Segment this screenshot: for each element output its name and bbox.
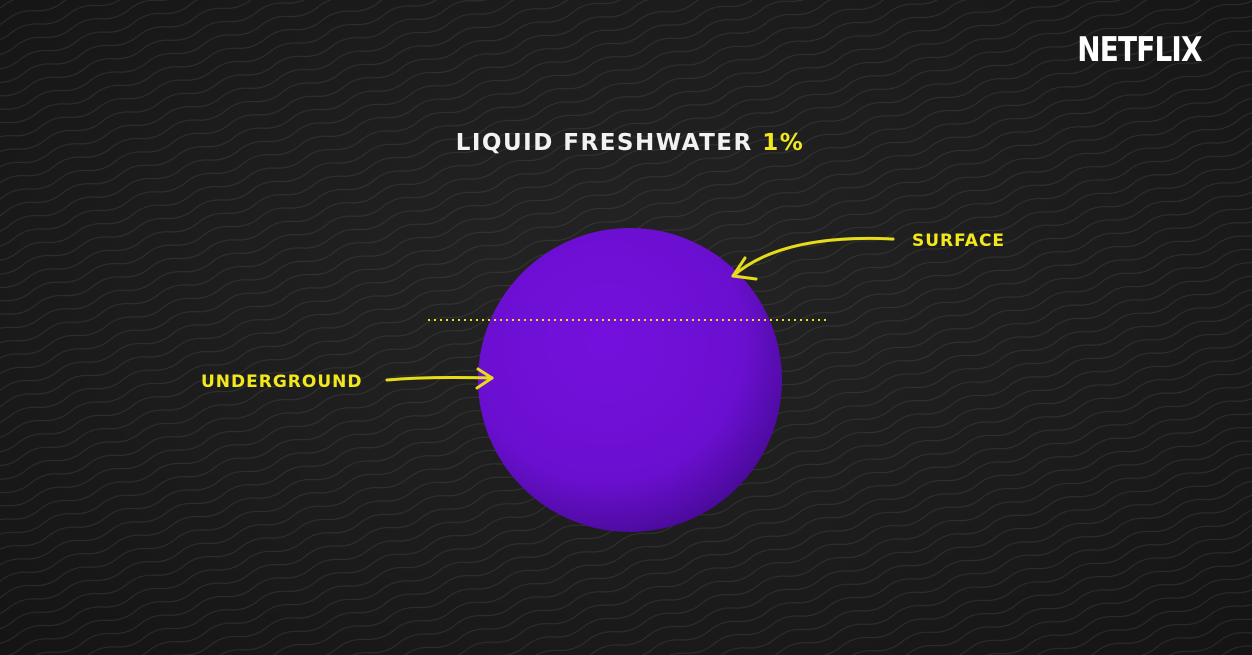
page-title: LIQUID FRESHWATER 1%: [0, 130, 1252, 156]
netflix-logo: NETFLIX: [1077, 30, 1203, 70]
underground-label: UNDERGROUND: [201, 372, 363, 392]
surface-label: SURFACE: [912, 231, 1006, 251]
surface-arrow: [731, 236, 895, 281]
freshwater-sphere: [478, 228, 782, 532]
underground-arrow: [385, 367, 494, 390]
title-text: LIQUID FRESHWATER: [455, 130, 753, 156]
title-percentage: 1%: [762, 130, 805, 156]
